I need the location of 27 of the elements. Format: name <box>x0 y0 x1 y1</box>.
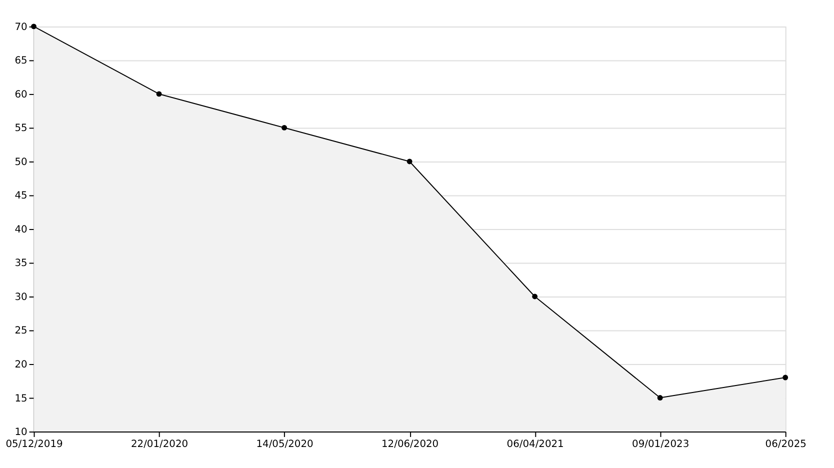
y-tick-label: 70 <box>14 22 28 33</box>
y-tick-label: 60 <box>14 89 28 100</box>
y-tick-label: 65 <box>14 56 28 67</box>
x-tick-label: 06/2025 <box>765 438 806 450</box>
x-tick-label: 22/01/2020 <box>130 438 188 450</box>
x-tick-label: 09/01/2023 <box>632 438 690 450</box>
point <box>406 158 412 164</box>
y-tick-label: 25 <box>14 326 28 337</box>
y-tick-label: 20 <box>14 359 28 370</box>
y-tick-label: 55 <box>14 123 28 134</box>
point <box>156 91 162 97</box>
y-tick-label: 40 <box>14 224 28 236</box>
y-tick-label: 10 <box>14 427 28 438</box>
x-tick-label: 05/12/2019 <box>6 438 63 450</box>
x-tick-label: 14/05/2020 <box>256 438 314 450</box>
y-tick-label: 15 <box>14 393 28 404</box>
y-tick-label: 35 <box>14 258 28 270</box>
point <box>657 395 663 400</box>
x-tick-label: 06/04/2021 <box>506 438 564 450</box>
y-tick-label: 30 <box>14 292 28 303</box>
point <box>782 374 788 380</box>
point <box>282 125 288 130</box>
point <box>31 24 36 30</box>
y-tick-label: 45 <box>14 190 28 202</box>
point <box>532 294 538 300</box>
y-tick-label: 50 <box>14 156 28 168</box>
x-tick-label: 12/06/2020 <box>381 438 439 450</box>
